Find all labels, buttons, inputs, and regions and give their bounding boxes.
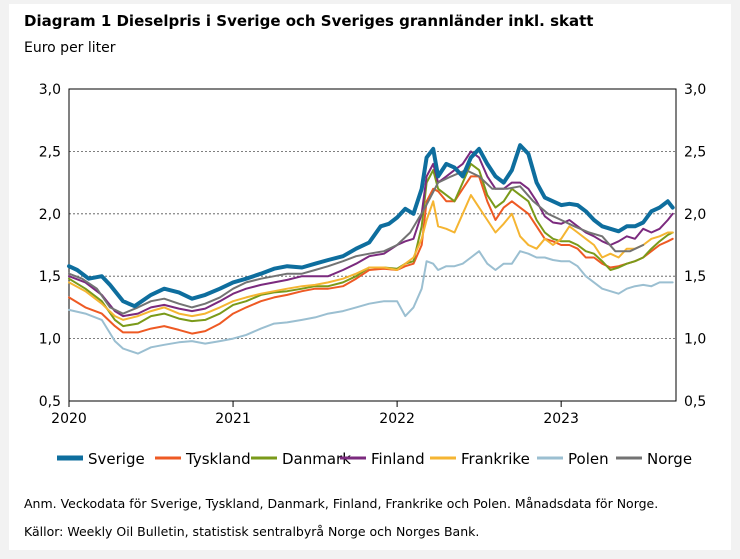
series-line-sverige — [67, 143, 675, 309]
legend: Sverige Tyskland Danmark Finland Frankrike Po… — [57, 450, 692, 468]
series-lines — [67, 143, 675, 355]
y-tick-label-right: 1,5 — [684, 269, 706, 285]
y-tick-label-left: 1,5 — [39, 269, 61, 285]
legend-label-finland: Finland — [371, 450, 425, 468]
legend-label-danmark: Danmark — [282, 450, 351, 468]
y-tick-label-left: 0,5 — [39, 394, 61, 410]
line-chart: 0,5 0,5 1,0 1,0 1,5 1,5 2,0 2,0 2,5 2,5 3,0 3,0 2020… — [39, 82, 707, 468]
plot-frame — [68, 88, 677, 402]
x-tick-label: 2023 — [543, 411, 579, 427]
x-tick-label: 2021 — [215, 411, 251, 427]
series-line-polen — [68, 250, 674, 355]
series-line-danmark — [68, 162, 674, 328]
series-line-tyskland — [68, 175, 674, 335]
y-tick-label-left: 1,0 — [39, 332, 61, 348]
y-tick-label-right: 2,0 — [684, 207, 706, 223]
y-tick-label-right: 1,0 — [684, 332, 706, 348]
y-tick-label-right: 0,5 — [684, 394, 706, 410]
chart-card: Diagram 1 Dieselpris i Sverige och Sveri… — [9, 4, 731, 550]
gridlines — [69, 150, 676, 340]
y-tick-label-left: 3,0 — [39, 82, 61, 98]
series-line-norge — [68, 169, 645, 315]
y-tick-label-left: 2,5 — [39, 144, 61, 160]
x-tick-label: 2020 — [51, 411, 87, 427]
unit-label: Euro per liter — [24, 40, 116, 56]
sources-note: Källor: Weekly Oil Bulletin, statistisk … — [24, 524, 480, 539]
chart-title: Diagram 1 Dieselpris i Sverige och Sveri… — [24, 12, 594, 30]
legend-label-norge: Norge — [647, 450, 692, 468]
legend-label-polen: Polen — [568, 450, 609, 468]
footnote: Anm. Veckodata för Sverige, Tyskland, Da… — [24, 496, 659, 511]
axes: 0,5 0,5 1,0 1,0 1,5 1,5 2,0 2,0 2,5 2,5 3,0 3,0 2020… — [39, 82, 707, 427]
y-tick-label-right: 2,5 — [684, 144, 706, 160]
legend-label-sverige: Sverige — [88, 450, 145, 468]
legend-label-tyskland: Tyskland — [185, 450, 251, 468]
x-tick-label: 2022 — [379, 411, 415, 427]
y-tick-label-right: 3,0 — [684, 82, 706, 98]
series-line-frankrike — [68, 194, 674, 321]
legend-label-frankrike: Frankrike — [461, 450, 530, 468]
y-tick-label-left: 2,0 — [39, 207, 61, 223]
